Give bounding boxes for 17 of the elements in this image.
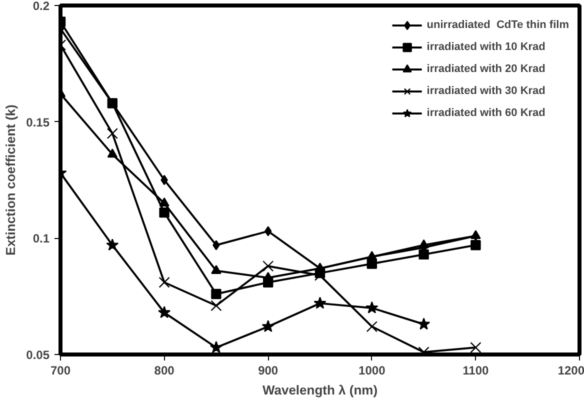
- legend-label: irradiated with 60 Krad: [426, 107, 546, 119]
- legend-label: irradiated with 10 Krad: [426, 41, 546, 53]
- x-tick-label: 900: [258, 364, 278, 378]
- legend-label: irradiated with 20 Krad: [426, 63, 546, 75]
- y-axis-title: Extinction coefficient (k): [3, 104, 18, 256]
- x-axis-title: Wavelength λ (nm): [262, 382, 378, 398]
- x-tick-label: 1200: [558, 364, 584, 378]
- legend-label: unirradiated CdTe thin film: [426, 19, 569, 31]
- x-tick-label: 700: [50, 364, 71, 378]
- x-tick-label: 1100: [462, 364, 490, 378]
- x-tick-label: 800: [154, 364, 175, 378]
- x-tick-label: 1000: [358, 364, 386, 378]
- y-tick-label: 0.05: [26, 348, 50, 362]
- y-tick-label: 0.1: [32, 232, 50, 246]
- y-tick-label: 0.15: [26, 115, 50, 130]
- y-tick-label: 0.2: [32, 0, 50, 13]
- legend-label: irradiated with 30 Krad: [426, 85, 546, 97]
